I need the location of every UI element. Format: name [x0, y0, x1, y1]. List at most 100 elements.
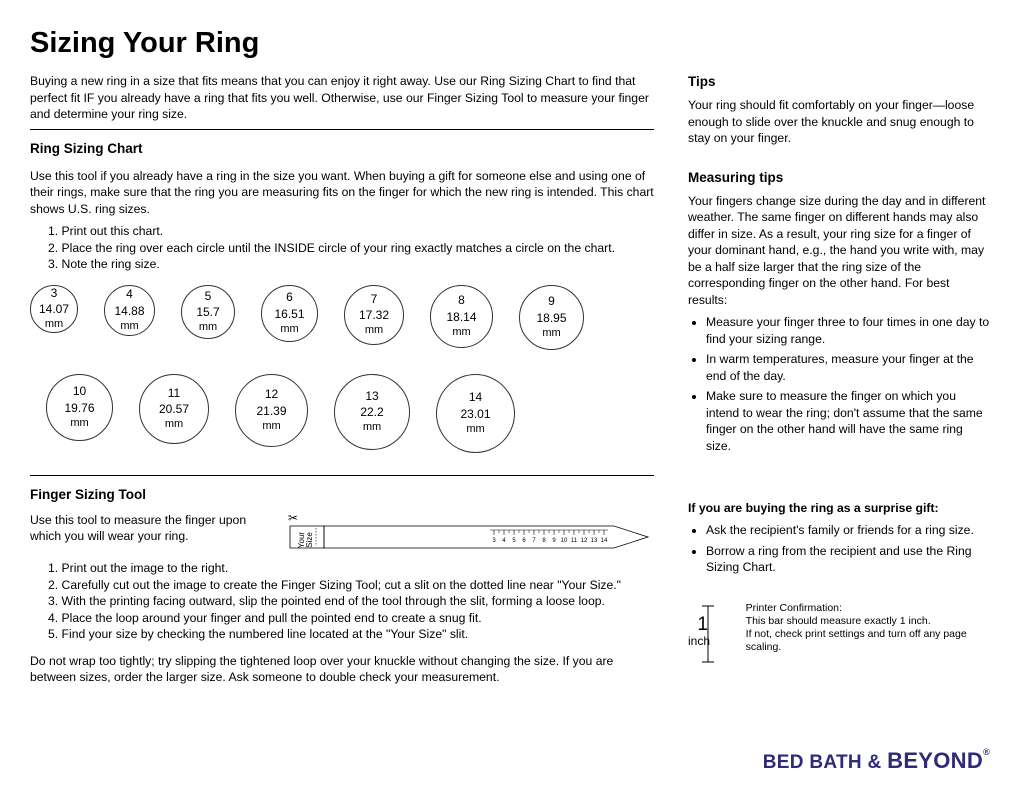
ring-circle: 818.14mm: [430, 285, 493, 348]
ring-circle: 1423.01mm: [436, 374, 515, 453]
ring-unit: mm: [542, 326, 560, 341]
chart-heading: Ring Sizing Chart: [30, 140, 654, 158]
ring: 1221.39mm: [235, 374, 308, 453]
chart-paragraph: Use this tool if you already have a ring…: [30, 168, 654, 217]
brand-b: BEYOND: [887, 748, 983, 773]
tool-intro: Use this tool to measure the finger upon…: [30, 512, 266, 545]
mtips-bullets: Measure your finger three to four times …: [688, 314, 990, 454]
ring: 818.14mm: [430, 285, 493, 350]
ring-circle: 314.07mm: [30, 285, 78, 333]
ring-size: 14: [469, 389, 482, 405]
svg-text:12: 12: [581, 538, 588, 544]
rule: [30, 129, 654, 130]
intro-paragraph: Buying a new ring in a size that fits me…: [30, 73, 654, 122]
ring-circle: 1322.2mm: [334, 374, 410, 450]
ring-mm: 16.51: [274, 306, 304, 322]
svg-text:3: 3: [492, 538, 496, 544]
chart-step: 2. Place the ring over each circle until…: [48, 240, 654, 256]
list-item: Ask the recipient's family or friends fo…: [706, 522, 990, 538]
list-item: Measure your finger three to four times …: [706, 314, 990, 347]
ring-size: 3: [51, 285, 58, 301]
tool-outro: Do not wrap too tightly; try slipping th…: [30, 653, 654, 686]
chart-steps: 1. Print out this chart.2. Place the rin…: [30, 223, 654, 272]
ring-unit: mm: [280, 322, 298, 337]
ring: 515.7mm: [181, 285, 235, 350]
ring-circle: 414.88mm: [104, 285, 155, 336]
ring: 1120.57mm: [139, 374, 209, 453]
ring: 1019.76mm: [46, 374, 113, 453]
ring-size: 7: [371, 291, 378, 307]
sizing-strip: ✂ Your Size 34567891011121314: [284, 512, 654, 560]
list-item: Borrow a ring from the recipient and use…: [706, 543, 990, 576]
ring-unit: mm: [165, 417, 183, 432]
ring: 1423.01mm: [436, 374, 515, 453]
mtips-heading: Measuring tips: [688, 169, 990, 187]
svg-text:5: 5: [512, 538, 516, 544]
ring-unit: mm: [452, 325, 470, 340]
ring-unit: mm: [120, 319, 138, 334]
ring: 1322.2mm: [334, 374, 410, 453]
surprise-heading: If you are buying the ring as a surprise…: [688, 500, 990, 516]
tool-step: 4. Place the loop around your finger and…: [48, 610, 654, 626]
brand-logo: BED BATH & BEYOND®: [763, 746, 990, 776]
ring: 314.07mm: [30, 285, 78, 350]
mtips-paragraph: Your fingers change size during the day …: [688, 193, 990, 308]
ring-circle: 1019.76mm: [46, 374, 113, 441]
ring-size: 8: [458, 292, 465, 308]
tool-heading: Finger Sizing Tool: [30, 486, 654, 504]
tool-step: 5. Find your size by checking the number…: [48, 626, 654, 642]
list-item: Make sure to measure the finger on which…: [706, 388, 990, 454]
svg-text:inch: inch: [688, 634, 710, 648]
surprise-bullets: Ask the recipient's family or friends fo…: [688, 522, 990, 575]
ring: 616.51mm: [261, 285, 318, 350]
ring-circle: 616.51mm: [261, 285, 318, 342]
ring-unit: mm: [45, 317, 63, 332]
ring-mm: 19.76: [64, 400, 94, 416]
ring-mm: 14.88: [114, 303, 144, 319]
left-column: Buying a new ring in a size that fits me…: [30, 73, 654, 691]
tool-row: Use this tool to measure the finger upon…: [30, 512, 654, 560]
svg-text:14: 14: [601, 538, 608, 544]
ring-size: 6: [286, 289, 293, 305]
ring-mm: 23.01: [460, 406, 490, 422]
ring-mm: 15.7: [196, 304, 219, 320]
printer-info: Printer Confirmation: This bar should me…: [746, 602, 990, 666]
printer-title: Printer Confirmation:: [746, 602, 990, 615]
right-column: Tips Your ring should fit comfortably on…: [688, 73, 990, 691]
ring-mm: 21.39: [256, 403, 286, 419]
rule: [30, 475, 654, 476]
ring-size: 4: [126, 286, 133, 302]
svg-text:1: 1: [697, 614, 708, 635]
ring-unit: mm: [365, 323, 383, 338]
rings-row-2: 1019.76mm1120.57mm1221.39mm1322.2mm1423.…: [30, 374, 654, 465]
ring-size: 5: [205, 288, 212, 304]
two-column-layout: Buying a new ring in a size that fits me…: [30, 73, 990, 691]
tool-steps: 1. Print out the image to the right.2. C…: [30, 560, 654, 642]
tool-step: 2. Carefully cut out the image to create…: [48, 577, 654, 593]
tips-heading: Tips: [688, 73, 990, 91]
ring-circle: 1221.39mm: [235, 374, 308, 447]
ring-unit: mm: [363, 420, 381, 435]
rings-row-1: 314.07mm414.88mm515.7mm616.51mm717.32mm8…: [30, 285, 654, 362]
ring-mm: 20.57: [159, 401, 189, 417]
chart-step: 3. Note the ring size.: [48, 256, 654, 272]
ring-size: 13: [365, 388, 378, 404]
svg-text:✂: ✂: [288, 512, 298, 525]
svg-text:10: 10: [561, 538, 568, 544]
tool-step: 1. Print out the image to the right.: [48, 560, 654, 576]
printer-line1: This bar should measure exactly 1 inch.: [746, 615, 990, 628]
svg-text:11: 11: [571, 538, 578, 544]
tips-paragraph: Your ring should fit comfortably on your…: [688, 97, 990, 146]
ring-size: 9: [548, 293, 555, 309]
ring: 918.95mm: [519, 285, 584, 350]
ring-mm: 22.2: [360, 404, 383, 420]
svg-text:13: 13: [591, 538, 598, 544]
ring-size: 10: [73, 383, 86, 399]
ring-unit: mm: [466, 422, 484, 437]
svg-text:Size: Size: [305, 531, 314, 547]
ring: 717.32mm: [344, 285, 404, 350]
ring: 414.88mm: [104, 285, 155, 350]
ring-mm: 14.07: [39, 301, 69, 317]
list-item: In warm temperatures, measure your finge…: [706, 351, 990, 384]
chart-step: 1. Print out this chart.: [48, 223, 654, 239]
